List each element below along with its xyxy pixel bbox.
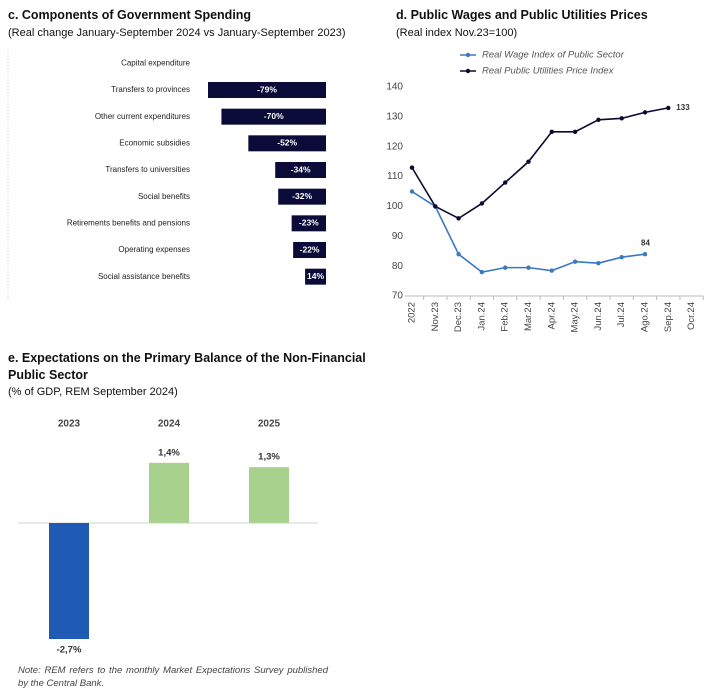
data-label: -2,7% — [57, 645, 82, 656]
point — [642, 110, 648, 115]
data-label: 1,4% — [158, 447, 180, 458]
y-tick-label: 70 — [392, 291, 404, 302]
bar — [249, 467, 289, 523]
x-tick-label: Apr.24 — [546, 302, 557, 329]
point — [596, 260, 601, 266]
point — [526, 265, 531, 270]
y-tick-label: Other current expenditures — [95, 112, 190, 121]
bar — [221, 108, 326, 125]
note: Note: REM refers to the monthly Market E… — [18, 665, 328, 690]
y-tick-label: Social assistance benefits — [98, 272, 190, 281]
x-tick-label: Ago.24 — [640, 302, 651, 332]
data-label: -34% — [291, 164, 311, 174]
chart-subtitle: (Real index Nov.23=100) — [396, 27, 518, 39]
series-line — [411, 190, 646, 273]
data-label: -22% — [300, 244, 320, 254]
point — [572, 129, 578, 134]
point — [409, 189, 415, 194]
y-tick-label: 130 — [386, 111, 403, 122]
x-tick-label: Feb.24 — [500, 302, 511, 332]
data-label: 14% — [307, 271, 324, 281]
bar — [278, 188, 326, 205]
x-tick-label: 2023 — [58, 419, 81, 430]
bar — [248, 135, 326, 152]
y-tick-label: Transfers to universities — [105, 165, 190, 174]
data-label: 84 — [641, 238, 650, 247]
x-tick-label: May.24 — [570, 302, 581, 332]
point — [456, 216, 461, 221]
point — [619, 254, 624, 260]
x-tick-label: Jun.24 — [593, 302, 604, 331]
x-tick-label: Ocr.24 — [686, 302, 697, 330]
point — [596, 117, 601, 123]
series-line — [411, 107, 669, 220]
x-tick-label: 2024 — [158, 419, 181, 430]
chart-title: c. Components of Government Spending — [8, 8, 252, 22]
point — [409, 165, 415, 170]
y-tick-label: 80 — [392, 261, 404, 272]
data-label: -52% — [277, 138, 297, 148]
y-tick-label: 90 — [392, 231, 404, 242]
y-tick-label: Retirements benefits and pensions — [67, 218, 190, 227]
y-tick-label: Economic subsidies — [119, 138, 190, 147]
y-tick-label: Social benefits — [138, 192, 190, 201]
data-label: 133 — [676, 103, 690, 112]
point — [433, 204, 438, 209]
data-label: -23% — [299, 218, 319, 228]
data-label: -32% — [292, 191, 312, 201]
point — [456, 252, 461, 257]
chart-subtitle: (% of GDP, REM September 2024) — [8, 386, 178, 398]
point — [549, 129, 554, 134]
legend-label: Real Public Utilities Price Index — [482, 66, 615, 77]
y-tick-label: Operating expenses — [118, 245, 190, 254]
chart-title: d. Public Wages and Public Utilities Pri… — [396, 8, 648, 22]
point — [503, 265, 508, 270]
y-tick-label: 140 — [386, 82, 403, 93]
point — [503, 180, 508, 185]
y-tick-label: 120 — [386, 141, 403, 152]
data-label: 1,3% — [258, 452, 280, 463]
x-tick-label: Nov.23 — [430, 302, 441, 331]
y-tick-label: Capital expenditure — [121, 58, 190, 67]
data-label: -79% — [257, 84, 277, 94]
y-tick-label: 100 — [386, 201, 403, 212]
data-label: -70% — [264, 111, 284, 121]
point — [479, 269, 485, 275]
x-tick-label: Jan.24 — [476, 302, 487, 331]
y-tick-label: 110 — [387, 171, 403, 182]
x-tick-label: 2025 — [258, 419, 281, 430]
point — [479, 201, 485, 206]
bar — [149, 462, 189, 523]
x-tick-label: Mar.24 — [523, 302, 534, 331]
point — [642, 252, 648, 257]
legend-label: Real Wage Index of Public Sector — [482, 50, 625, 61]
chart-subtitle: (Real change January-September 2024 vs J… — [8, 27, 346, 39]
point — [549, 268, 554, 273]
chart-title: e. Expectations on the Primary Balance o… — [8, 351, 366, 382]
point — [666, 105, 671, 111]
point — [619, 116, 624, 121]
x-tick-label: 2022 — [407, 302, 418, 323]
x-tick-label: Jul.24 — [616, 302, 627, 327]
point — [572, 259, 578, 264]
point — [526, 159, 531, 164]
legend-marker — [465, 68, 471, 74]
legend-marker — [465, 52, 471, 58]
bar — [275, 162, 326, 178]
bar — [49, 523, 89, 639]
bar — [208, 82, 326, 98]
x-tick-label: Sep.24 — [663, 302, 674, 332]
bar — [293, 242, 326, 258]
y-tick-label: Transfers to provinces — [111, 85, 190, 94]
bar — [291, 215, 326, 232]
bar — [305, 268, 326, 285]
x-tick-label: Dec.23 — [453, 302, 464, 332]
